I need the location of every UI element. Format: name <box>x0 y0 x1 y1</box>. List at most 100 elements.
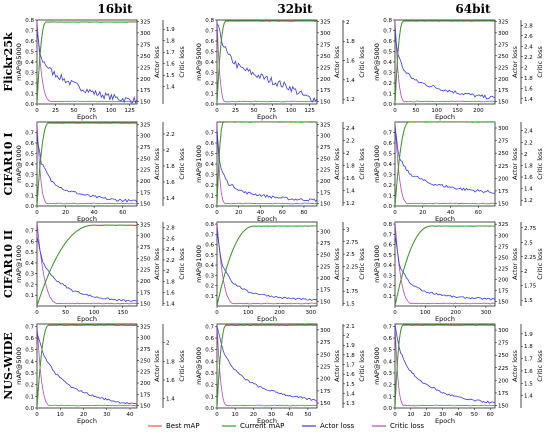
actor-loss-line <box>37 332 137 405</box>
y-tick-label: 0.5 <box>25 50 34 56</box>
y3-axis-label: Critic loss <box>178 46 186 78</box>
y-tick-label: 0.6 <box>25 39 34 45</box>
x-tick-label: 20 <box>419 210 426 216</box>
y-axis-label: mAP@5000 <box>15 43 23 81</box>
y2-tick-label: 225 <box>140 65 151 71</box>
y-tick-label: 0.6 <box>205 141 214 147</box>
y-tick-label: 0.0 <box>383 204 392 210</box>
subplot: 0 50 100 150 Epoch 0.1 0.2 0.3 0.4 0.5 0.6 0.7 mAP@1… <box>15 221 186 323</box>
y-tick-label: 0.7 <box>205 232 214 238</box>
critic-loss-line <box>217 324 317 407</box>
y-tick-label: 0.2 <box>205 183 214 189</box>
x-tick-label: 0 <box>35 210 39 216</box>
y-tick-label: 0.0 <box>205 102 214 108</box>
y-tick-label: 0.7 <box>25 131 34 137</box>
y2-tick-label: 225 <box>140 370 151 376</box>
y-axis-label: mAP@1000 <box>15 145 23 183</box>
plot-frame <box>36 121 138 207</box>
y2-tick-label: 325 <box>140 324 151 330</box>
actor-loss-line <box>217 23 317 103</box>
x-axis-label: Epoch <box>435 215 455 223</box>
y-tick-label: 0.7 <box>205 324 214 330</box>
y-tick-label: 0.1 <box>25 394 34 400</box>
y2-tick-label: 150 <box>140 302 151 308</box>
y3-tick-label: 1.5 <box>524 381 533 387</box>
x-axis-label: Epoch <box>77 315 97 323</box>
y-tick-label: 0.1 <box>205 194 214 200</box>
y2-tick-label: 175 <box>498 289 509 295</box>
y2-tick-label: 150 <box>140 404 151 410</box>
y-tick-label: 0.1 <box>25 92 34 98</box>
x-tick-label: 10 <box>57 412 64 418</box>
y3-tick-label: 1.9 <box>166 27 175 33</box>
y3-tick-label: 1.2 <box>346 97 355 103</box>
y2-tick-label: 200 <box>320 276 331 282</box>
y3-tick-label: 1.8 <box>346 39 355 45</box>
y-tick-label: 0.6 <box>383 243 392 249</box>
best-map-line <box>395 324 495 408</box>
y2-tick-label: 300 <box>140 31 151 37</box>
x-tick-label: 60 <box>487 412 494 418</box>
y-axis-label: mAP@5000 <box>195 347 203 385</box>
y-tick-label: 0.5 <box>383 50 392 56</box>
y-tick-label: 0.5 <box>25 250 34 256</box>
y3-tick-label: 2.25 <box>346 264 359 270</box>
current-map-line <box>37 224 137 306</box>
critic-loss-line <box>395 222 495 305</box>
y3-axis-label: Critic loss <box>536 148 544 180</box>
actor-loss-line <box>395 324 495 404</box>
current-map-line <box>37 324 137 408</box>
y-tick-label: 0.6 <box>383 336 392 342</box>
y3-tick-label: 2.2 <box>524 55 533 61</box>
x-tick-label: 40 <box>286 412 293 418</box>
y3-tick-label: 1.6 <box>346 176 355 182</box>
x-tick-label: 125 <box>304 108 315 114</box>
y2-tick-label: 225 <box>498 366 509 372</box>
y3-tick-label: 2 <box>346 20 350 26</box>
x-tick-label: 0 <box>393 210 397 216</box>
y3-tick-label: 1.4 <box>346 78 355 84</box>
y2-tick-label: 225 <box>140 268 151 274</box>
best-map-line <box>217 122 317 206</box>
y-tick-label: 0.2 <box>383 81 392 87</box>
best-map-line <box>37 21 137 104</box>
y2-tick-label: 275 <box>320 241 331 247</box>
y-tick-label: 0.2 <box>205 81 214 87</box>
current-map-line <box>217 324 317 408</box>
column-header: 64bit <box>455 2 491 16</box>
y2-tick-label: 175 <box>498 391 509 397</box>
y-tick-label: 0.7 <box>25 324 34 330</box>
y-tick-label: 0.4 <box>383 263 392 269</box>
y-tick-label: 0.2 <box>25 183 34 189</box>
y3-tick-label: 1.8 <box>524 163 533 169</box>
y3-tick-label: 1.8 <box>166 164 175 170</box>
y3-tick-label: 2.25 <box>524 255 537 261</box>
y3-tick-label: 2 <box>524 152 528 158</box>
y-tick-label: 0.8 <box>383 222 392 228</box>
x-tick-label: 100 <box>243 310 254 316</box>
x-axis-label: Epoch <box>257 417 277 425</box>
x-axis-label: Epoch <box>77 113 97 121</box>
y-tick-label: 0.4 <box>205 162 214 168</box>
x-tick-label: 30 <box>268 412 275 418</box>
plot-frame <box>216 19 318 105</box>
y-tick-label: 0.4 <box>205 359 214 365</box>
y-tick-label: 0.0 <box>25 406 34 412</box>
y-tick-label: 0.5 <box>205 50 214 56</box>
y-tick-label: 0.2 <box>25 383 34 389</box>
x-tick-label: 100 <box>420 310 431 316</box>
row-header: Flickr25k <box>2 32 15 92</box>
y3-tick-label: 1.9 <box>524 332 533 338</box>
y3-axis-label: Critic loss <box>358 148 366 180</box>
y2-tick-label: 275 <box>140 42 151 48</box>
actor-loss-line <box>395 27 495 100</box>
y2-tick-label: 250 <box>320 54 331 60</box>
y3-axis-label: Critic loss <box>178 148 186 180</box>
x-tick-label: 50 <box>304 412 311 418</box>
y3-tick-label: 2.2 <box>166 258 175 264</box>
x-tick-label: 100 <box>286 108 297 114</box>
row-header: CIFAR10 II <box>2 230 15 298</box>
y2-tick-label: 175 <box>498 88 509 94</box>
y3-tick-label: 2 <box>524 269 528 275</box>
